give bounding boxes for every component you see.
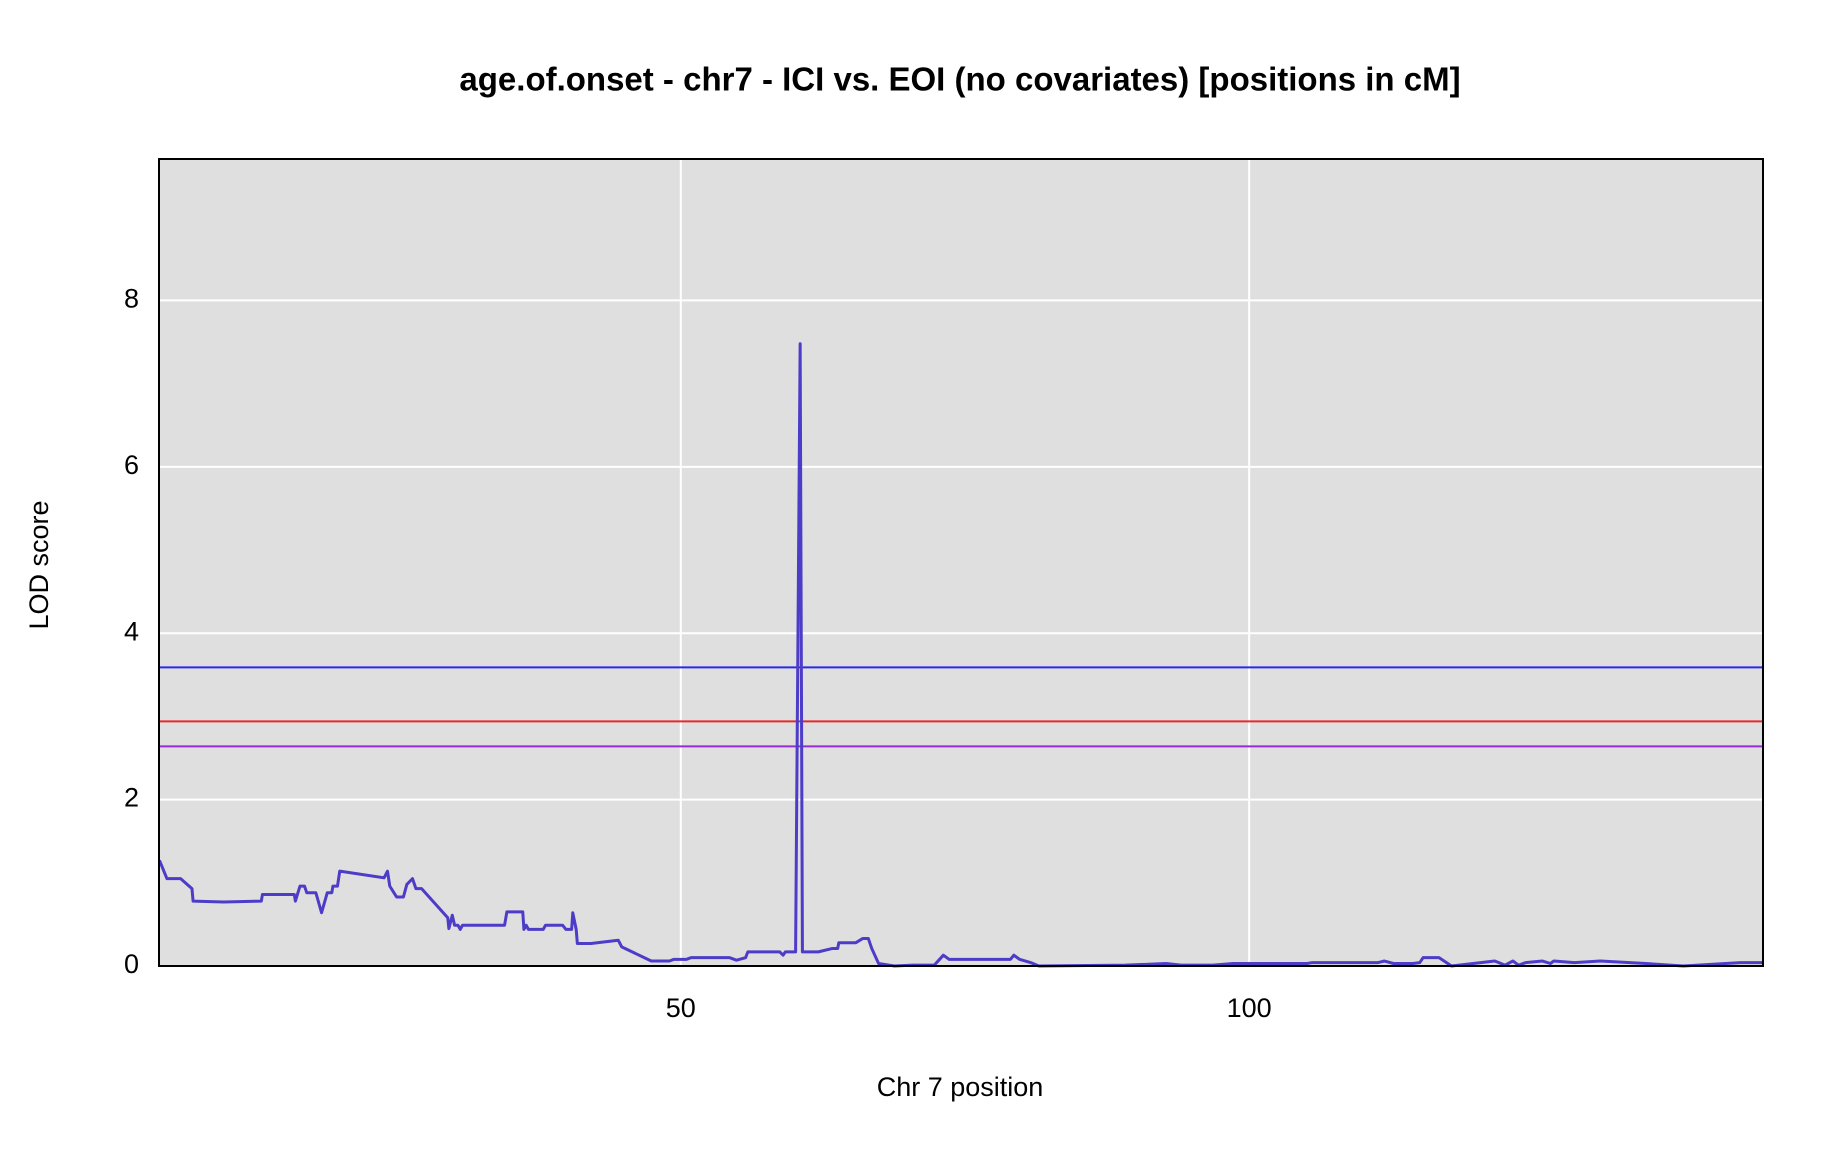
plot-frame (158, 158, 1764, 967)
plot-background (159, 159, 1763, 966)
y-tick-label: 2 (124, 783, 139, 813)
y-tick-label: 6 (124, 450, 139, 480)
lod-curve (158, 342, 1763, 968)
x-tick-label: 50 (666, 993, 696, 1023)
chart-title: age.of.onset - chr7 - ICI vs. EOI (no co… (459, 61, 1460, 98)
x-axis-label: Chr 7 position (877, 1072, 1044, 1102)
x-tick-label: 100 (1227, 993, 1272, 1023)
y-tick-label: 4 (124, 616, 139, 646)
y-tick-label: 8 (124, 284, 139, 314)
y-tick-label: 0 (124, 949, 139, 979)
y-axis-label: LOD score (24, 500, 54, 629)
